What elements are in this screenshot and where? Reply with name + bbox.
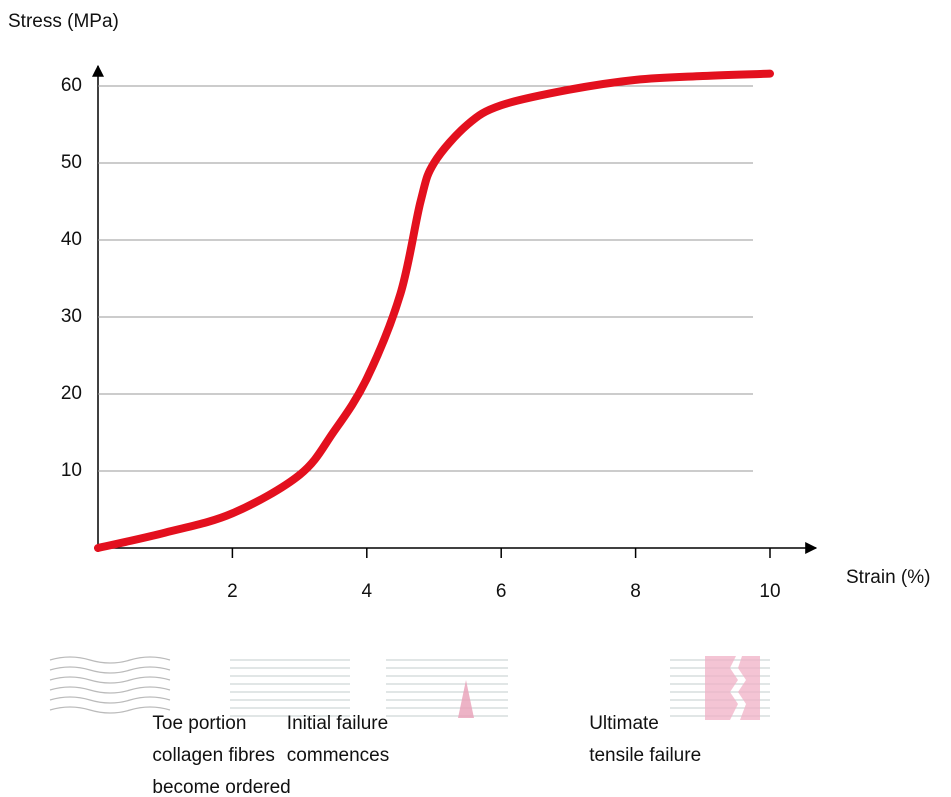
annotation: tensile failure [589, 745, 701, 766]
y-tick-label: 50 [61, 152, 82, 173]
fibre-ordered [230, 660, 350, 716]
y-tick-label: 20 [61, 383, 82, 404]
x-tick-label: 8 [630, 581, 641, 602]
chart: Stress (MPa) Strain (%) 10 20 30 40 50 60 2 4 6 8… [0, 0, 951, 797]
x-tick-label: 4 [362, 581, 373, 602]
x-tick-label: 10 [759, 581, 780, 602]
annotation: Ultimate [589, 713, 659, 734]
fibre-initial-failure [386, 660, 508, 718]
fibre-illustrations [50, 656, 770, 720]
y-tick-label: 10 [61, 460, 82, 481]
x-tick-label: 2 [227, 581, 238, 602]
data-line [98, 74, 770, 548]
x-tick-label: 6 [496, 581, 507, 602]
fibre-wavy [50, 657, 170, 713]
annotation: Initial failure [287, 713, 388, 734]
fibre-ultimate-failure [670, 656, 770, 720]
y-tick-label: 60 [61, 75, 82, 96]
annotation: commences [287, 745, 389, 766]
y-tick-label: 40 [61, 229, 82, 250]
y-axis-label: Stress (MPa) [8, 11, 119, 32]
annotation: become ordered [152, 777, 290, 797]
annotation: collagen fibres [152, 745, 275, 766]
x-axis-label: Strain (%) [846, 567, 930, 588]
y-tick-label: 30 [61, 306, 82, 327]
annotation: Toe portion [152, 713, 246, 734]
